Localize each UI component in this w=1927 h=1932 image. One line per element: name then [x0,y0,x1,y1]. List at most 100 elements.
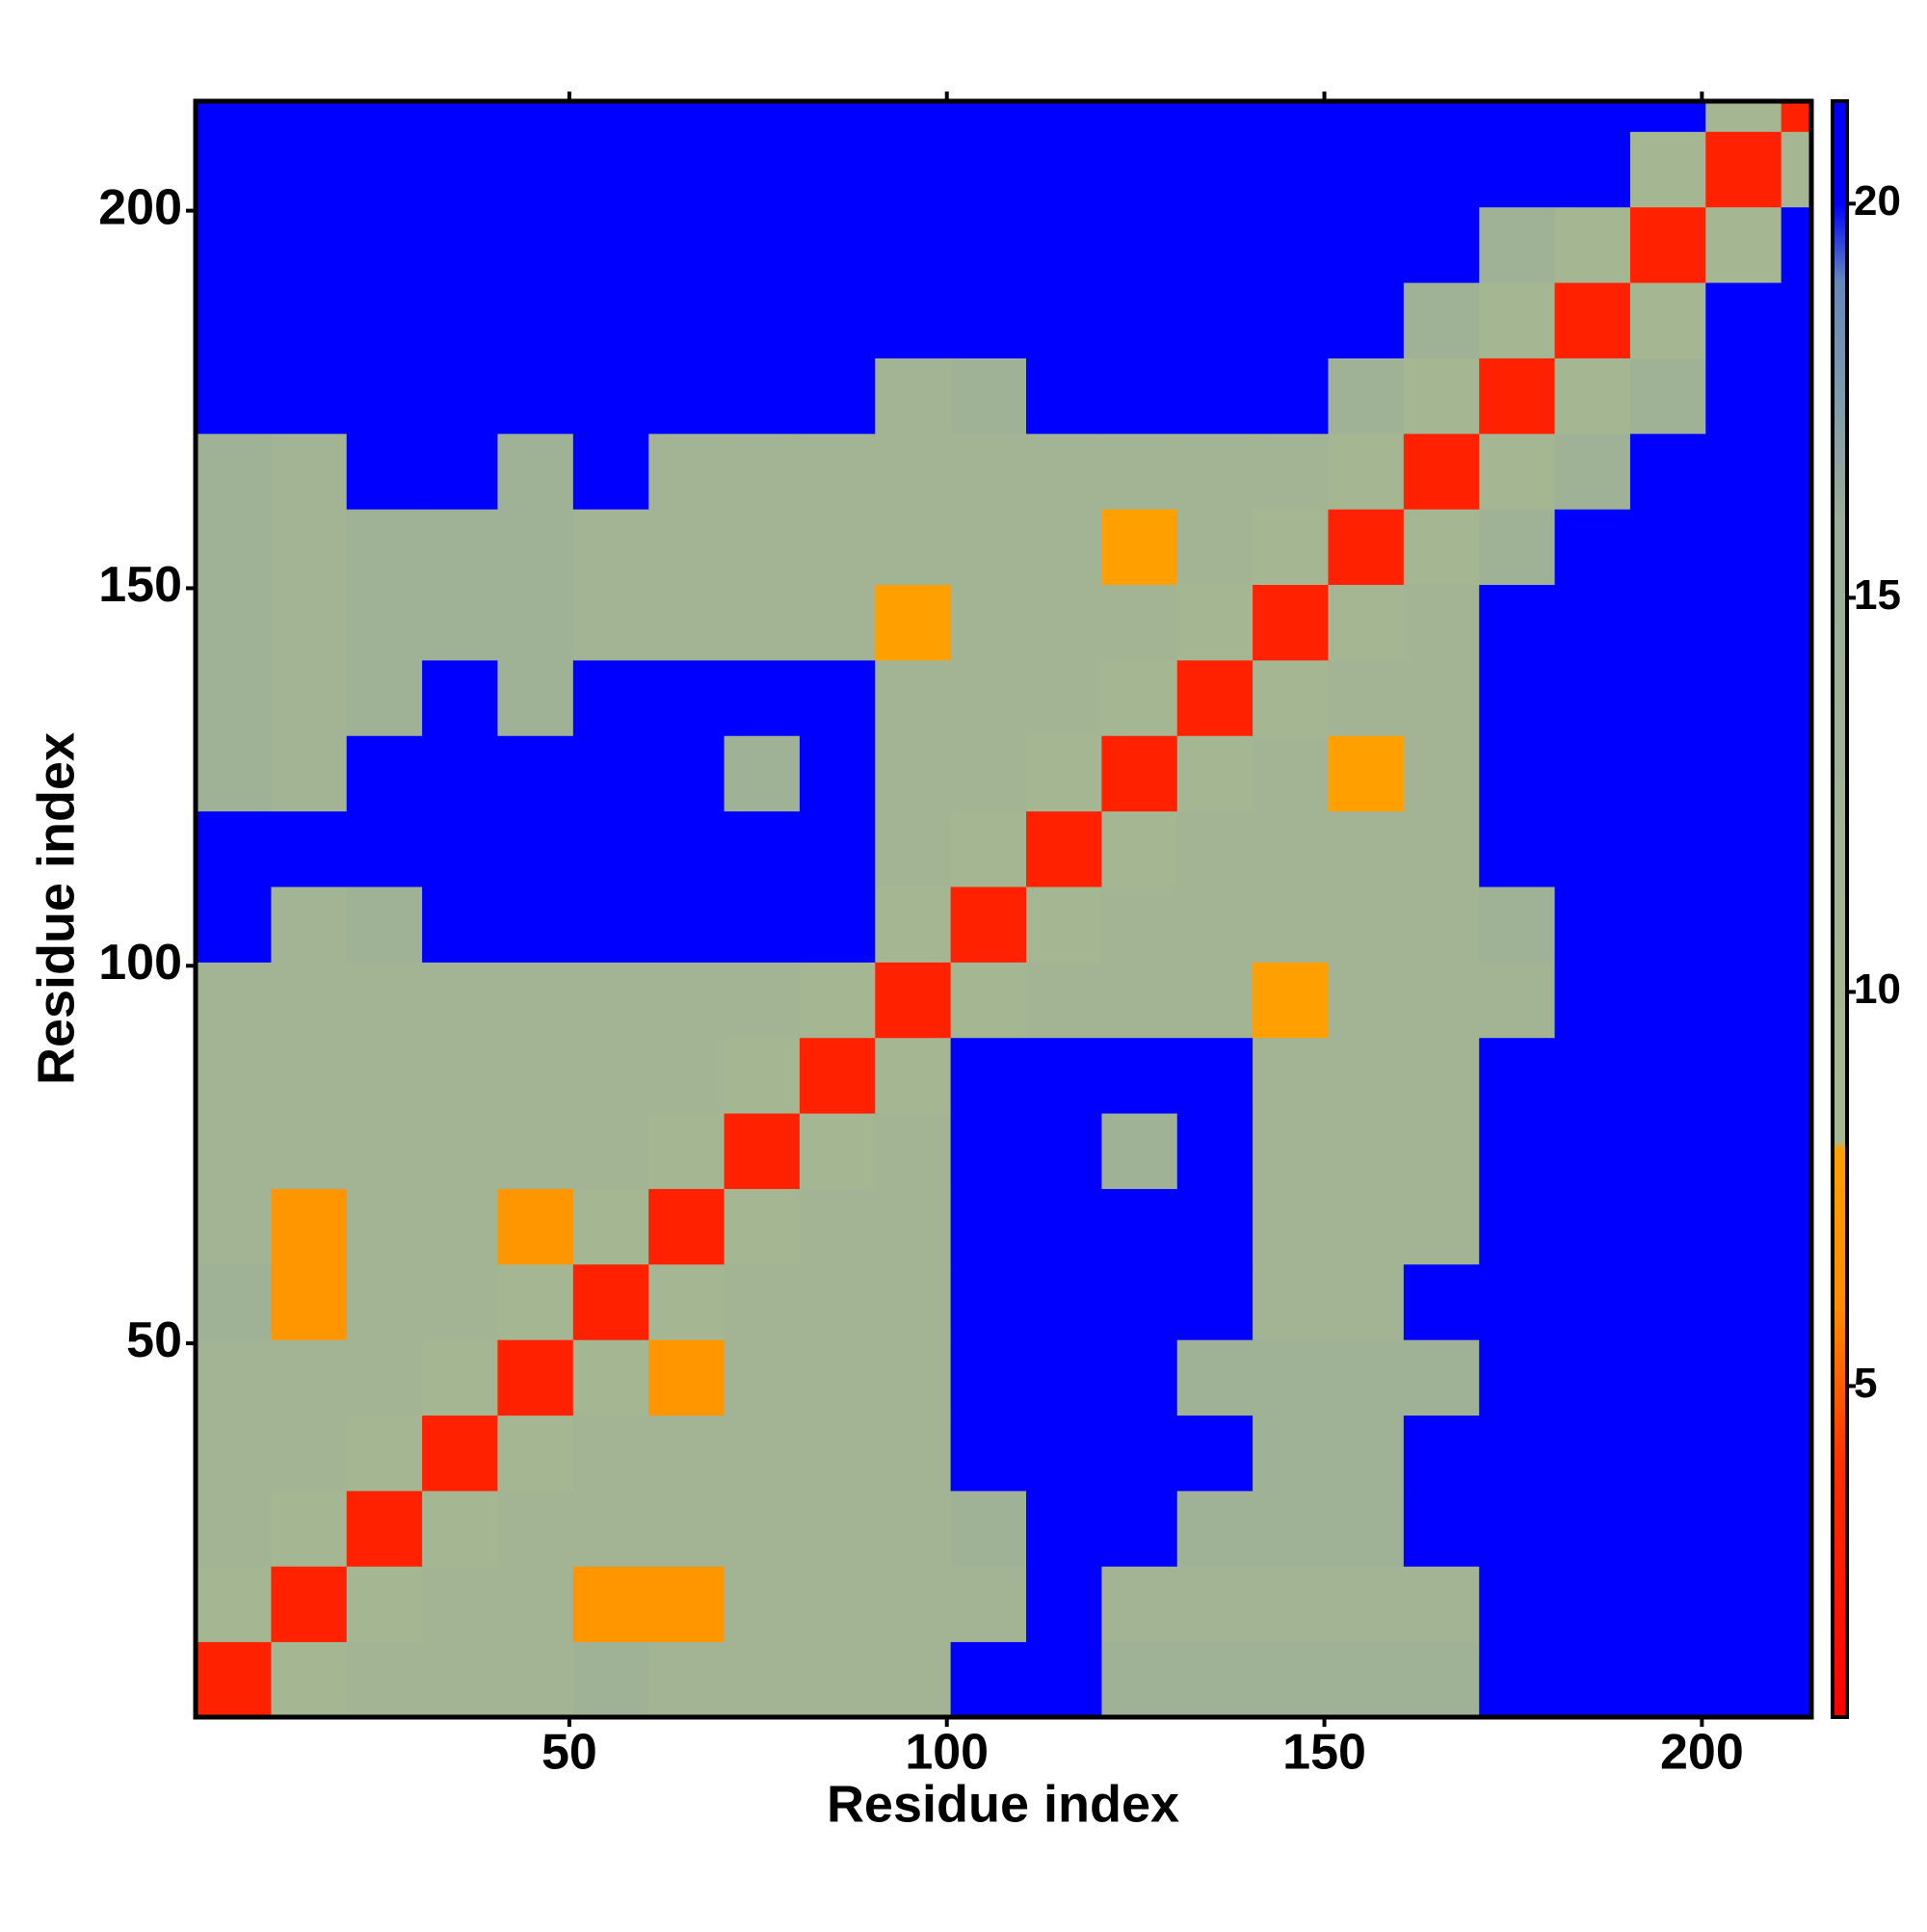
heatmap-cell [346,659,423,736]
heatmap-cell [196,509,272,586]
heatmap-cell [1705,810,1782,887]
heatmap-cell [1253,282,1329,358]
heatmap-cell [1176,1641,1254,1718]
heatmap-cell [724,1188,801,1265]
heatmap-cell [1328,659,1405,736]
heatmap-cell [196,1641,272,1718]
heatmap-cell [1479,131,1556,208]
heatmap-cell [497,433,574,510]
heatmap-cell [271,1641,348,1718]
heatmap-cell [346,1641,423,1718]
heatmap-cell [271,1113,348,1189]
heatmap-cell [1629,886,1706,963]
heatmap-cell [648,101,726,132]
heatmap-cell [875,101,952,132]
heatmap-cell [799,433,876,510]
heatmap-cell [1781,1415,1812,1492]
heatmap-cell [497,1490,574,1567]
heatmap-cell [497,101,574,132]
heatmap-cell [799,1415,876,1492]
heatmap-cell [572,1037,649,1114]
heatmap-cell [196,1037,272,1114]
heatmap-cell [1479,1263,1556,1340]
heatmap-cell [1403,1037,1480,1114]
heatmap-cell [497,357,574,435]
heatmap-cell [875,131,952,208]
heatmap-cell [271,282,348,358]
heatmap-cell [1479,1113,1556,1189]
heatmap-cell [1403,1113,1480,1189]
heatmap-cell [497,1113,574,1189]
heatmap-cell [1026,1113,1102,1189]
heatmap-cell [799,1113,876,1189]
heatmap-cell [422,1339,498,1416]
heatmap-cell [950,886,1027,963]
heatmap-cell [1554,1490,1631,1567]
heatmap-cell [1101,1415,1178,1492]
heatmap-cell [1026,886,1102,963]
heatmap-cell [875,886,952,963]
heatmap-cell [1328,101,1405,132]
heatmap-cell [1781,735,1812,812]
heatmap-cell [1176,1415,1254,1492]
heatmap-cell [1554,433,1631,510]
heatmap-cell [1026,131,1102,208]
heatmap-cell [1328,1566,1405,1643]
heatmap-cell [724,282,801,358]
heatmap-cell [950,206,1027,283]
heatmap-cell [346,1490,423,1567]
heatmap-cell [497,584,574,661]
heatmap-cell [1629,206,1706,283]
heatmap-cell [1176,1037,1254,1114]
heatmap-cell [1101,282,1178,358]
heatmap-cell [196,101,272,132]
heatmap-cell [346,1566,423,1643]
heatmap-cell [1176,206,1254,283]
heatmap-cell [648,584,726,661]
heatmap-cell [196,886,272,963]
heatmap-cell [497,509,574,586]
plot-frame [193,98,1814,1720]
heatmap-cell [1403,962,1480,1039]
heatmap-cell [271,1263,348,1340]
heatmap-cell [1328,1339,1405,1416]
heatmap-cell [1705,101,1782,132]
heatmap-cell [196,1113,272,1189]
heatmap-cell [572,1415,649,1492]
heatmap-cell [196,433,272,510]
heatmap-cell [572,131,649,208]
heatmap-cell [1328,509,1405,586]
heatmap-cell [346,1263,423,1340]
heatmap-cell [648,962,726,1039]
heatmap-cell [572,1566,649,1643]
heatmap-cell [1026,1037,1102,1114]
heatmap-cell [422,659,498,736]
heatmap-cell [1176,962,1254,1039]
heatmap-cell [1026,509,1102,586]
heatmap-cell [1479,1037,1556,1114]
heatmap-cell [1253,1037,1329,1114]
heatmap-cell [1554,1339,1631,1416]
heatmap-cell [497,810,574,887]
heatmap-cell [875,357,952,435]
heatmap-cell [950,1490,1027,1567]
heatmap-cell [648,1113,726,1189]
heatmap-cell [950,962,1027,1039]
heatmap-cell [196,1566,272,1643]
heatmap-cell [346,584,423,661]
heatmap-cell [1781,1339,1812,1416]
heatmap-cell [1629,1490,1706,1567]
heatmap-cell [1629,1339,1706,1416]
heatmap-cell [572,1113,649,1189]
y-tick-label: 100 [98,935,182,991]
heatmap-cell [1629,1566,1706,1643]
colorbar-tick-label: 20 [1854,177,1901,225]
heatmap-cell [497,206,574,283]
heatmap-cell [271,1490,348,1567]
heatmap-cell [1253,1566,1329,1643]
heatmap-cell [1629,282,1706,358]
heatmap-cell [1176,131,1254,208]
heatmap-cell [1781,131,1812,208]
heatmap-cell [1705,433,1782,510]
